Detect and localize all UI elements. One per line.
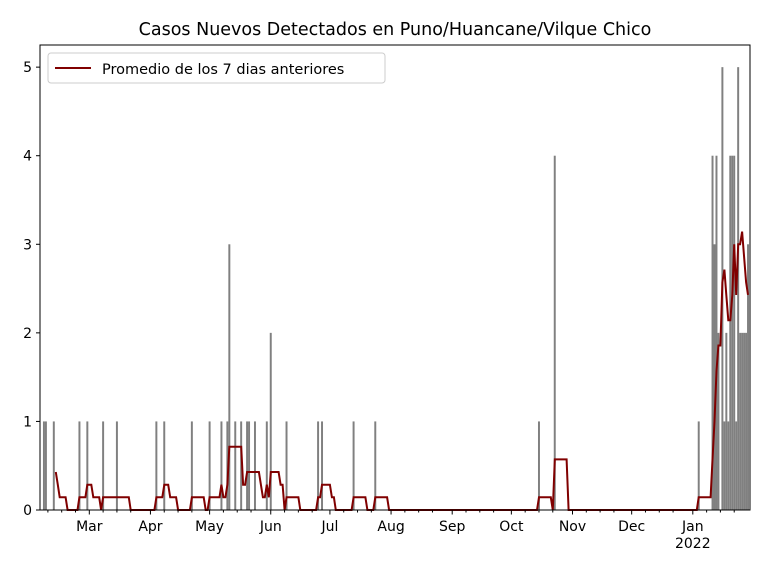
bar — [115, 421, 118, 510]
bar — [723, 421, 726, 510]
bar — [711, 155, 714, 510]
y-tick-label: 0 — [23, 503, 32, 519]
bar — [739, 332, 742, 510]
bar — [537, 421, 540, 510]
x-tick-label: Jan 2022 — [675, 519, 711, 552]
bar — [352, 421, 355, 510]
x-tick-label: Dec — [618, 519, 645, 535]
legend-box — [47, 52, 386, 84]
bar — [713, 244, 716, 511]
legend-label: Promedio de los 7 dias anteriores — [102, 62, 344, 78]
x-tick-label: Apr — [138, 519, 162, 535]
bar — [735, 421, 738, 510]
bar — [42, 421, 45, 510]
y-tick-label: 5 — [23, 60, 32, 76]
bar — [374, 421, 377, 510]
bar — [220, 421, 223, 510]
bar — [553, 155, 556, 510]
bar — [317, 421, 320, 510]
x-tick-label: Mar — [76, 519, 103, 535]
chart-title: Casos Nuevos Detectados en Puno/Huancane… — [139, 20, 652, 40]
y-tick-label: 1 — [23, 414, 32, 430]
bar — [86, 421, 89, 510]
bar — [265, 421, 268, 510]
x-tick-label: Aug — [377, 519, 404, 535]
bar — [697, 421, 700, 510]
bar — [163, 421, 166, 510]
bar — [190, 421, 193, 510]
x-tick-label: May — [195, 519, 224, 535]
bar — [731, 155, 734, 510]
bar — [285, 421, 288, 510]
bars — [42, 67, 750, 511]
bar — [52, 421, 55, 510]
bar — [715, 155, 718, 510]
bar — [269, 332, 272, 510]
bar — [228, 244, 231, 511]
bar — [729, 155, 732, 510]
x-tick-label: Nov — [559, 519, 586, 535]
plot-frame — [39, 44, 751, 511]
y-axis: 0 1 2 3 4 5 — [23, 60, 40, 519]
x-tick-label: Oct — [499, 519, 524, 535]
avg-line — [54, 231, 749, 511]
x-tick-label: Jul — [320, 519, 338, 535]
x-tick-label: Jun — [259, 519, 282, 535]
bar — [208, 421, 211, 510]
bar — [737, 67, 740, 511]
bar — [321, 421, 324, 510]
bar — [234, 421, 237, 510]
bar — [747, 244, 750, 511]
bar — [741, 332, 744, 510]
y-tick-label: 4 — [23, 149, 32, 165]
bar — [733, 155, 736, 510]
x-axis: Mar Apr May Jun Jul Aug Sep Oct Nov Dec Jan 2022 — [47, 510, 735, 552]
bar — [725, 332, 728, 510]
avg-line-path — [54, 231, 749, 511]
x-tick-label: Sep — [439, 519, 466, 535]
bar — [155, 421, 158, 510]
bar — [248, 421, 251, 510]
bar — [246, 421, 249, 510]
bar — [743, 332, 746, 510]
bar — [717, 332, 720, 510]
bar — [745, 332, 748, 510]
bar — [78, 421, 81, 510]
legend: Promedio de los 7 dias anteriores — [47, 52, 386, 84]
y-tick-label: 3 — [23, 237, 32, 253]
y-tick-label: 2 — [23, 326, 32, 342]
bar — [102, 421, 105, 510]
bar — [727, 421, 730, 510]
bar — [253, 421, 256, 510]
bar — [44, 421, 47, 510]
